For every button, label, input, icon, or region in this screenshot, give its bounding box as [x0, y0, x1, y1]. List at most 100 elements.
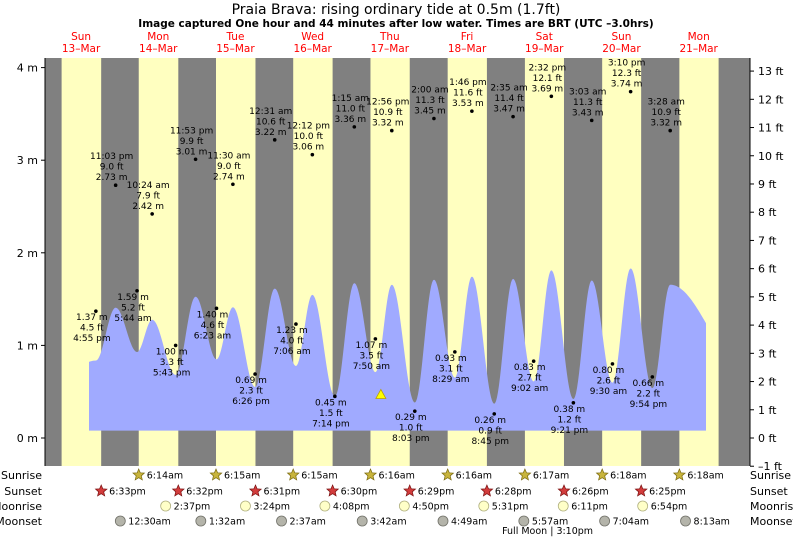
- tide-label: 0.83 m: [514, 363, 546, 373]
- sunset-icon: [403, 484, 417, 497]
- day-name: Sun: [611, 31, 631, 43]
- day-date: 14–Mar: [139, 43, 178, 55]
- sunset-icon: [326, 484, 340, 497]
- right-tick-label: 4 ft: [758, 319, 777, 332]
- sunset-row-label: Sunset: [4, 485, 42, 498]
- day-date: 20–Mar: [602, 43, 641, 55]
- tide-label: 2.74 m: [213, 172, 245, 182]
- tide-label: 0.45 m: [315, 398, 347, 408]
- tide-label: 10.9 ft: [651, 108, 681, 118]
- tide-label: 0.29 m: [395, 413, 427, 423]
- moonset-time: 7:04am: [613, 517, 649, 528]
- tide-point: [94, 309, 98, 313]
- tide-label: 11:03 pm: [90, 152, 133, 162]
- sunrise-icon: [441, 468, 455, 481]
- tide-label: 3.32 m: [372, 119, 404, 129]
- right-tick-label: 7 ft: [758, 234, 777, 247]
- moonrise-row-label-right: Moonrise: [750, 500, 793, 513]
- moonset-time: 12:30am: [128, 517, 170, 528]
- tide-label: 3:28 am: [648, 98, 685, 108]
- moonrise-time: 3:24pm: [253, 502, 290, 513]
- tide-label: 9:54 pm: [630, 400, 668, 410]
- tide-label: 0.66 m: [633, 379, 665, 389]
- tide-label: 1.40 m: [197, 310, 229, 320]
- tide-label: 11:53 pm: [170, 126, 213, 136]
- sunrise-time: 6:14am: [147, 471, 183, 482]
- tide-label: 1.37 m: [76, 313, 108, 323]
- tide-label: 6:23 am: [194, 331, 231, 341]
- sunrise-icon: [132, 468, 146, 481]
- tide-label: 7.9 ft: [136, 191, 160, 201]
- tide-label: 1.59 m: [117, 293, 149, 303]
- day-labels: Sun13–MarMon14–MarTue15–MarWed16–MarThu1…: [62, 31, 719, 55]
- moon-phase-label: Full Moon | 3:10pm: [502, 526, 593, 537]
- tide-point: [231, 182, 235, 187]
- tide-point: [511, 114, 515, 119]
- tide-label: 0.93 m: [435, 354, 467, 364]
- tide-point: [150, 212, 154, 216]
- sunset-time: 6:33pm: [109, 487, 146, 498]
- day-date: 17–Mar: [371, 43, 410, 55]
- tide-label: 10.9 ft: [373, 108, 403, 118]
- tide-label: 9.0 ft: [100, 163, 124, 173]
- tide-label: 0.80 m: [593, 366, 625, 376]
- sunset-icon: [171, 484, 185, 497]
- tide-label: 10.6 ft: [256, 117, 286, 127]
- right-tick-label: 2 ft: [758, 376, 777, 389]
- right-tick-label: 11 ft: [758, 122, 784, 135]
- tide-label: 9:02 am: [511, 384, 548, 394]
- moonrise-time: 2:37pm: [174, 502, 211, 513]
- tide-label: 2:00 am: [411, 86, 448, 96]
- tide-label: 12.1 ft: [533, 74, 563, 84]
- tide-label: 3.47 m: [493, 105, 525, 115]
- sunrise-time: 6:16am: [456, 471, 492, 482]
- tide-label: 11:30 am: [207, 151, 250, 161]
- moonrise-time: 4:08pm: [333, 502, 370, 513]
- axes: 0 m 1 m 2 m 3 m 4 m –1 ft 0 ft 1 ft 2 ft 3 ft 4 ft…: [17, 58, 784, 473]
- sunrise-time: 6:15am: [301, 471, 337, 482]
- tide-label: 3:03 am: [569, 87, 606, 97]
- tide-label: 4.5 ft: [80, 324, 104, 334]
- moonset-time: 2:37am: [290, 517, 326, 528]
- tide-label: 2.73 m: [96, 173, 128, 183]
- sunset-icon: [557, 484, 571, 497]
- sunset-icon: [480, 484, 494, 497]
- moonset-row-label: Moonset: [0, 515, 43, 528]
- tide-label: 5:44 am: [114, 314, 151, 324]
- right-tick-label: 8 ft: [758, 206, 777, 219]
- day-name: Thu: [379, 31, 400, 43]
- tide-label: 9:30 am: [590, 387, 627, 397]
- tide-label: 12.3 ft: [612, 69, 642, 79]
- moonset-time: 1:32am: [209, 517, 245, 528]
- day-name: Mon: [147, 31, 169, 43]
- tide-point: [373, 337, 378, 341]
- day-name: Wed: [301, 31, 324, 43]
- tide-label: 2.3 ft: [239, 387, 263, 397]
- moonset-time: 5:57am: [532, 517, 568, 528]
- sunrise-time: 6:17am: [533, 471, 569, 482]
- sunrise-icon: [518, 468, 532, 481]
- tide-label: 8:29 am: [432, 375, 469, 385]
- sunrise-icon: [286, 468, 300, 481]
- tide-label: 12:31 am: [249, 107, 292, 117]
- tide-label: 12:12 pm: [287, 122, 330, 132]
- right-tick-label: 10 ft: [758, 150, 784, 163]
- sunset-time: 6:31pm: [263, 487, 300, 498]
- moonset-icon: [356, 515, 368, 527]
- tide-point: [193, 157, 198, 162]
- tide-point: [135, 288, 139, 293]
- sunrise-icon: [363, 468, 378, 481]
- tide-point: [610, 362, 615, 366]
- moonset-icon: [680, 515, 691, 527]
- day-name: Sun: [71, 31, 91, 43]
- tide-label: 3.43 m: [572, 108, 604, 118]
- tide-label: 3.01 m: [176, 147, 208, 157]
- tide-label: 2.42 m: [132, 202, 164, 212]
- tide-label: 11.3 ft: [415, 96, 445, 106]
- tide-label: 0.26 m: [474, 416, 506, 426]
- tide-label: 2.7 ft: [518, 374, 542, 384]
- moonset-row-label-right: Moonset: [750, 515, 793, 528]
- tide-label: 1:46 pm: [449, 78, 487, 88]
